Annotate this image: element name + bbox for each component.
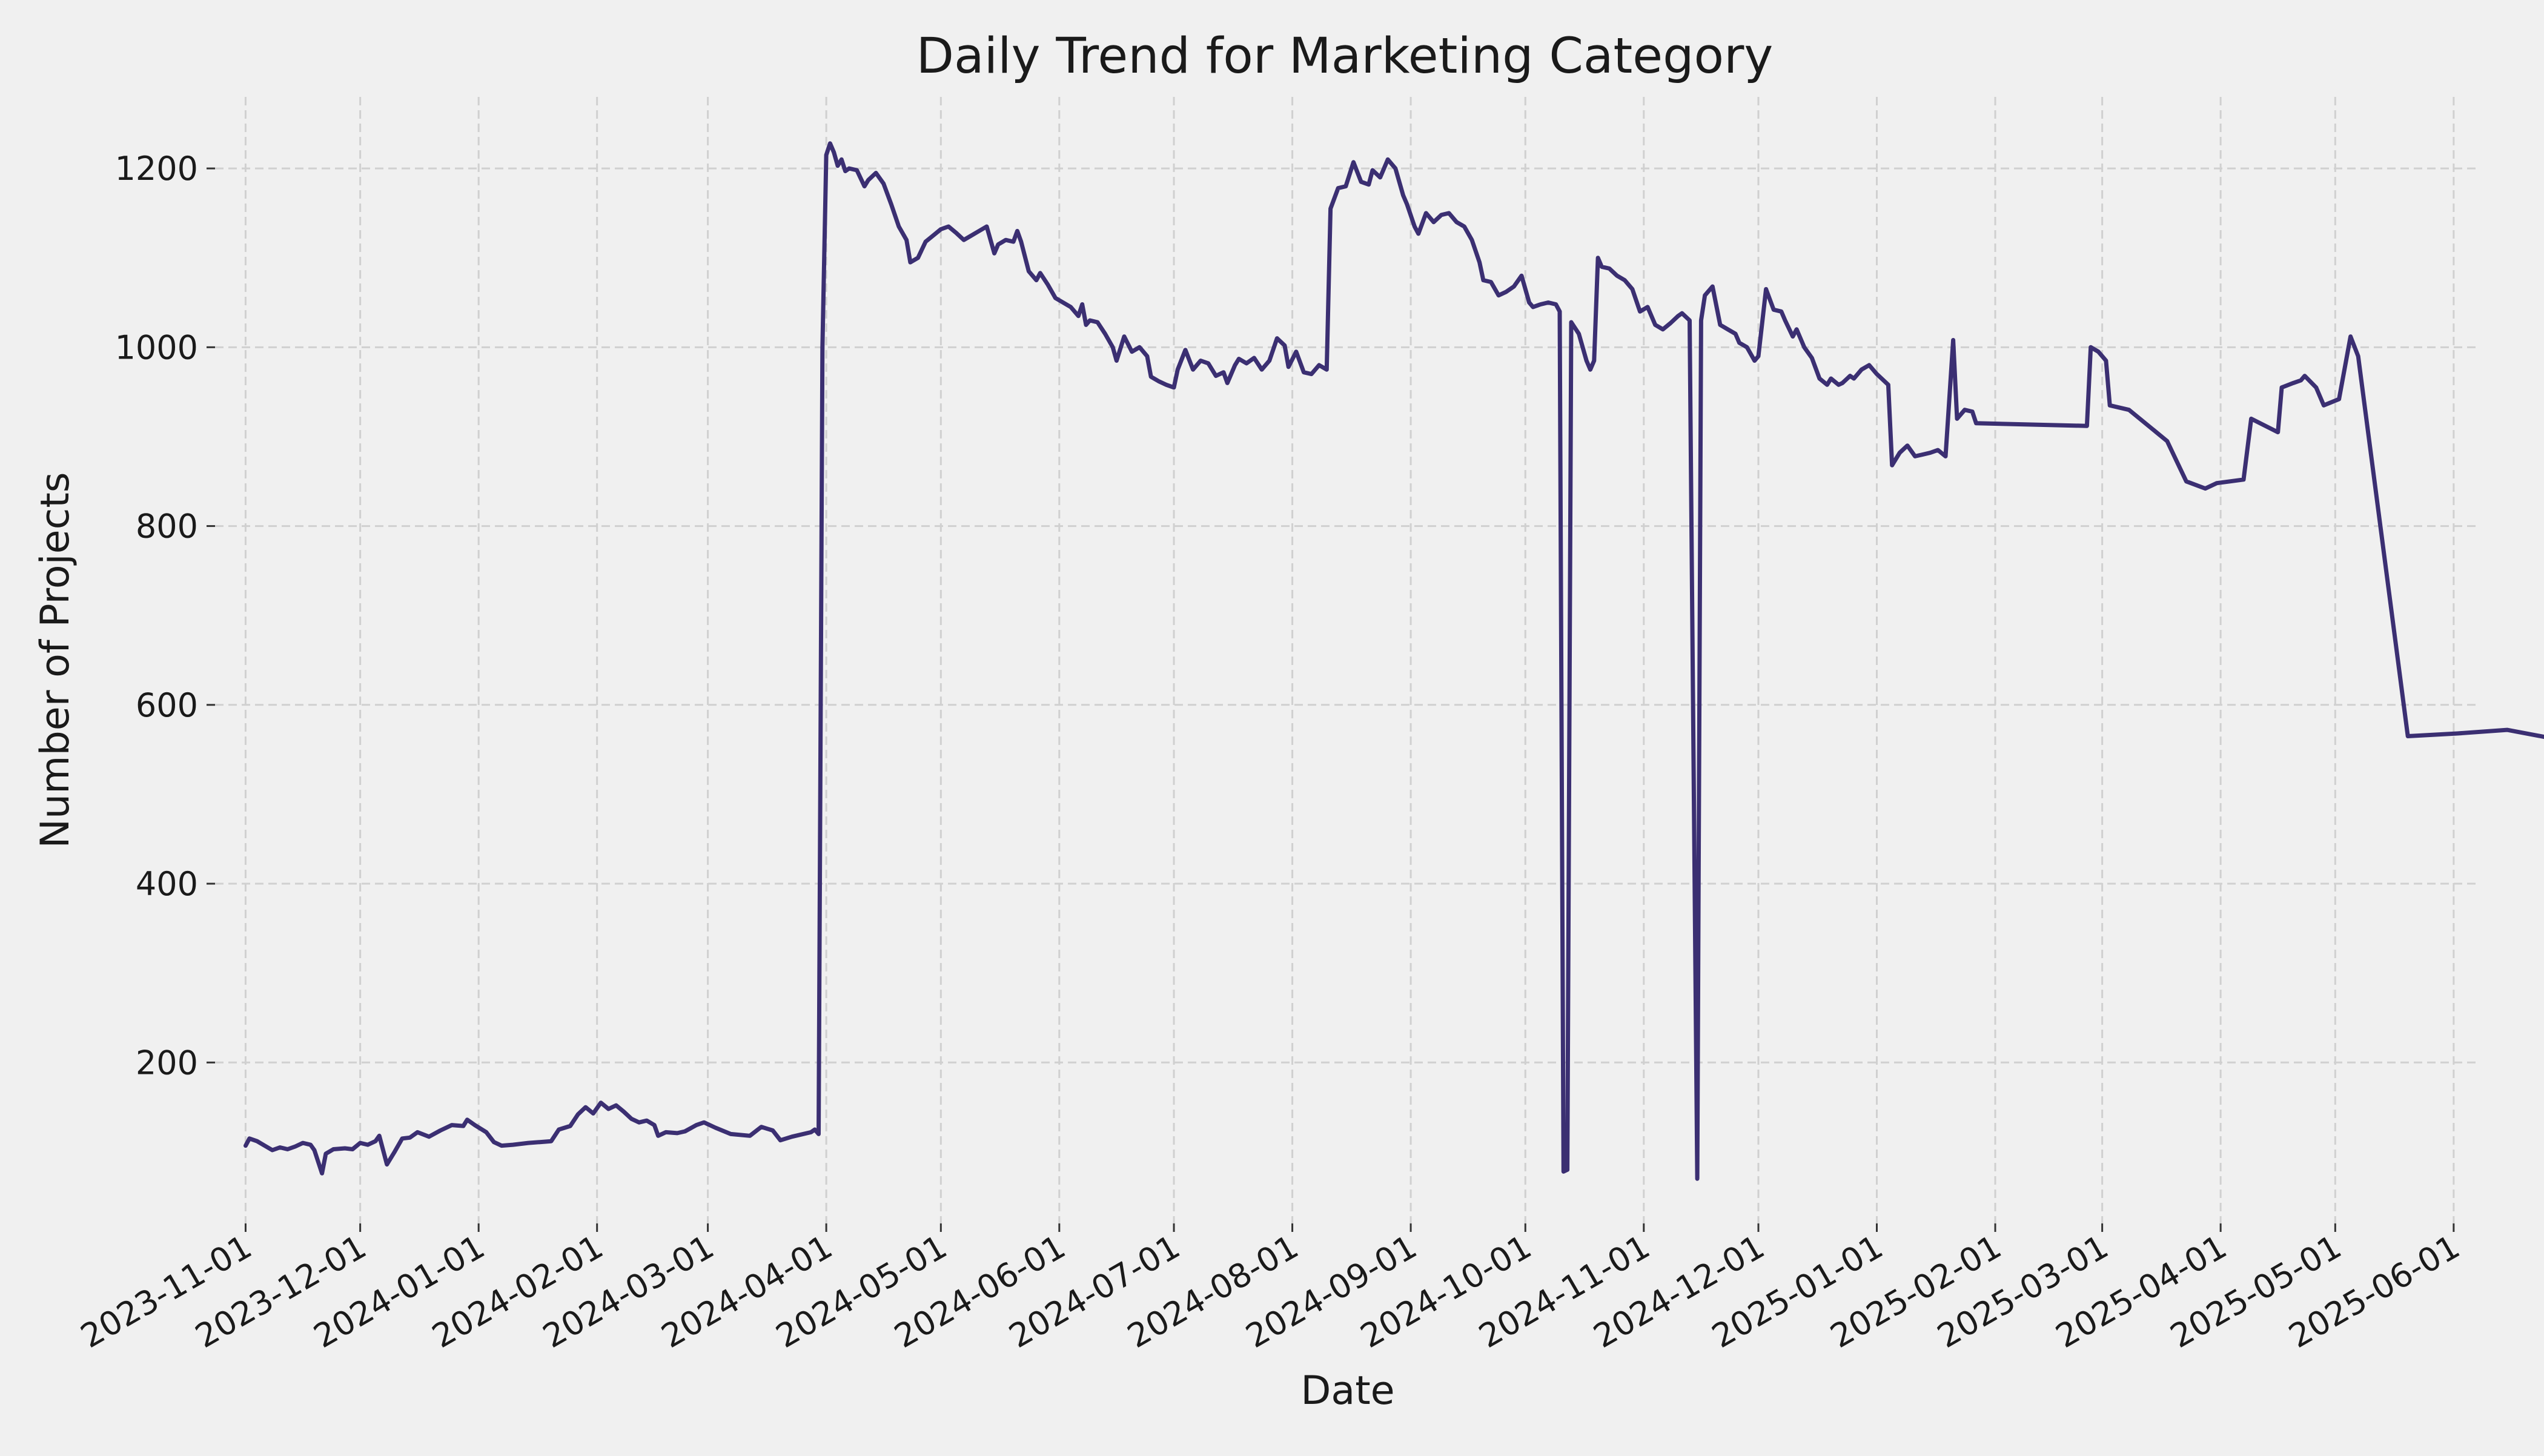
- y-axis-label: Number of Projects: [33, 472, 78, 848]
- y-tick-label: 800: [136, 508, 198, 546]
- y-tick-label: 400: [136, 865, 198, 903]
- x-axis-label: Date: [1300, 1368, 1394, 1414]
- y-tick-label: 1000: [115, 328, 198, 366]
- y-tick-label: 1200: [115, 150, 198, 188]
- y-tick-label: 600: [136, 686, 198, 724]
- y-tick-label: 200: [136, 1044, 198, 1082]
- chart-title: Daily Trend for Marketing Category: [916, 28, 1774, 85]
